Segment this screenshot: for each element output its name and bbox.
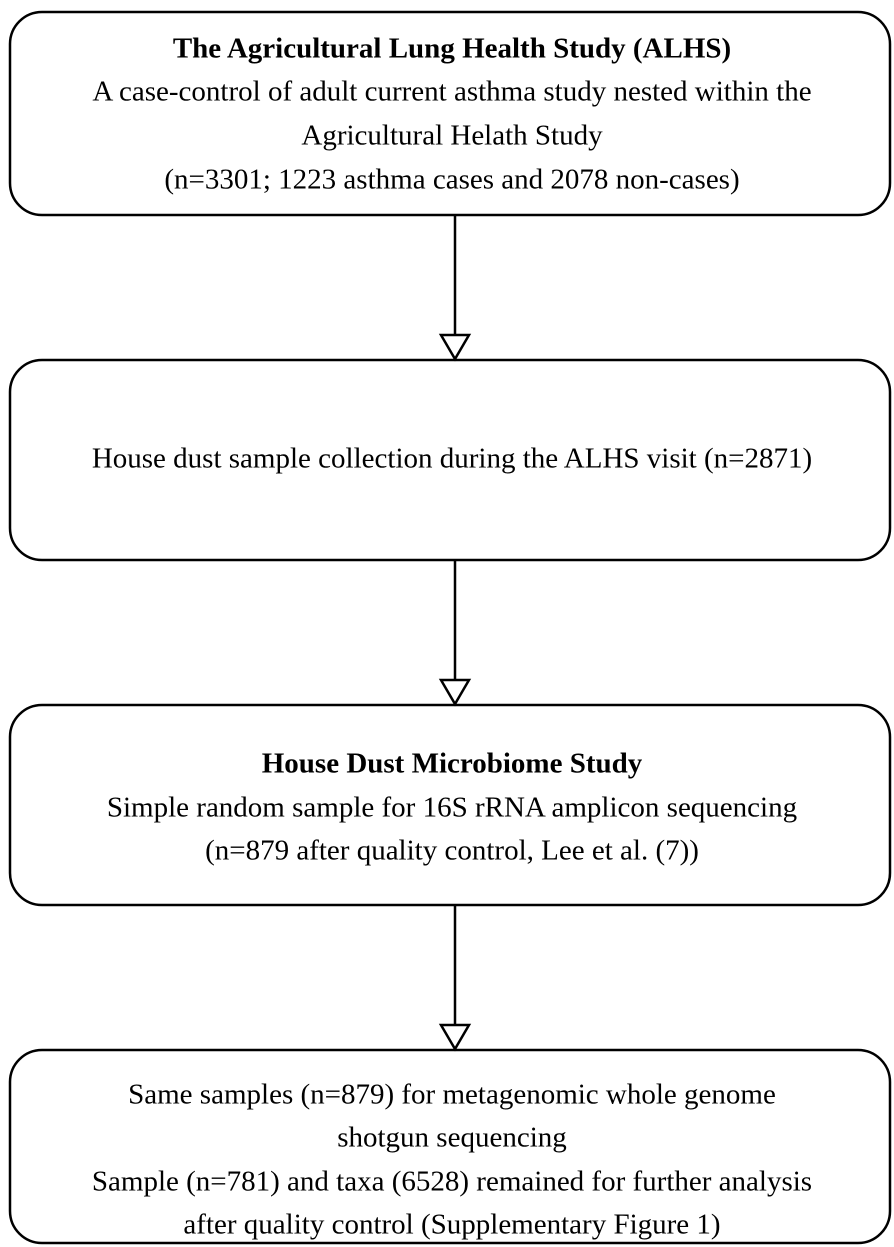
node-line: after quality control (Supplementary Fig… <box>183 1209 720 1241</box>
node-line: House dust sample collection during the … <box>92 443 812 475</box>
node-line: Sample (n=781) and taxa (6528) remained … <box>92 1166 812 1198</box>
node-line: (n=879 after quality control, Lee et al.… <box>205 835 699 867</box>
node-line: Simple random sample for 16S rRNA amplic… <box>107 792 797 824</box>
arrow <box>438 215 472 362</box>
box-metagenomic <box>8 1048 892 1245</box>
node-line: A case-control of adult current asthma s… <box>92 76 811 108</box>
node-line: shotgun sequencing <box>337 1122 567 1154</box>
box-dust-collection <box>8 358 892 562</box>
arrow <box>438 560 472 707</box>
node-line: Same samples (n=879) for metagenomic who… <box>128 1079 776 1111</box>
node-title: House Dust Microbiome Study <box>262 748 643 780</box>
box-microbiome-study <box>8 703 892 907</box>
box-alhs <box>8 10 892 217</box>
node-line: Agricultural Helath Study <box>301 120 603 152</box>
node-title: The Agricultural Lung Health Study (ALHS… <box>173 33 731 65</box>
arrow <box>438 905 472 1052</box>
node-line: (n=3301; 1223 asthma cases and 2078 non-… <box>164 164 739 196</box>
